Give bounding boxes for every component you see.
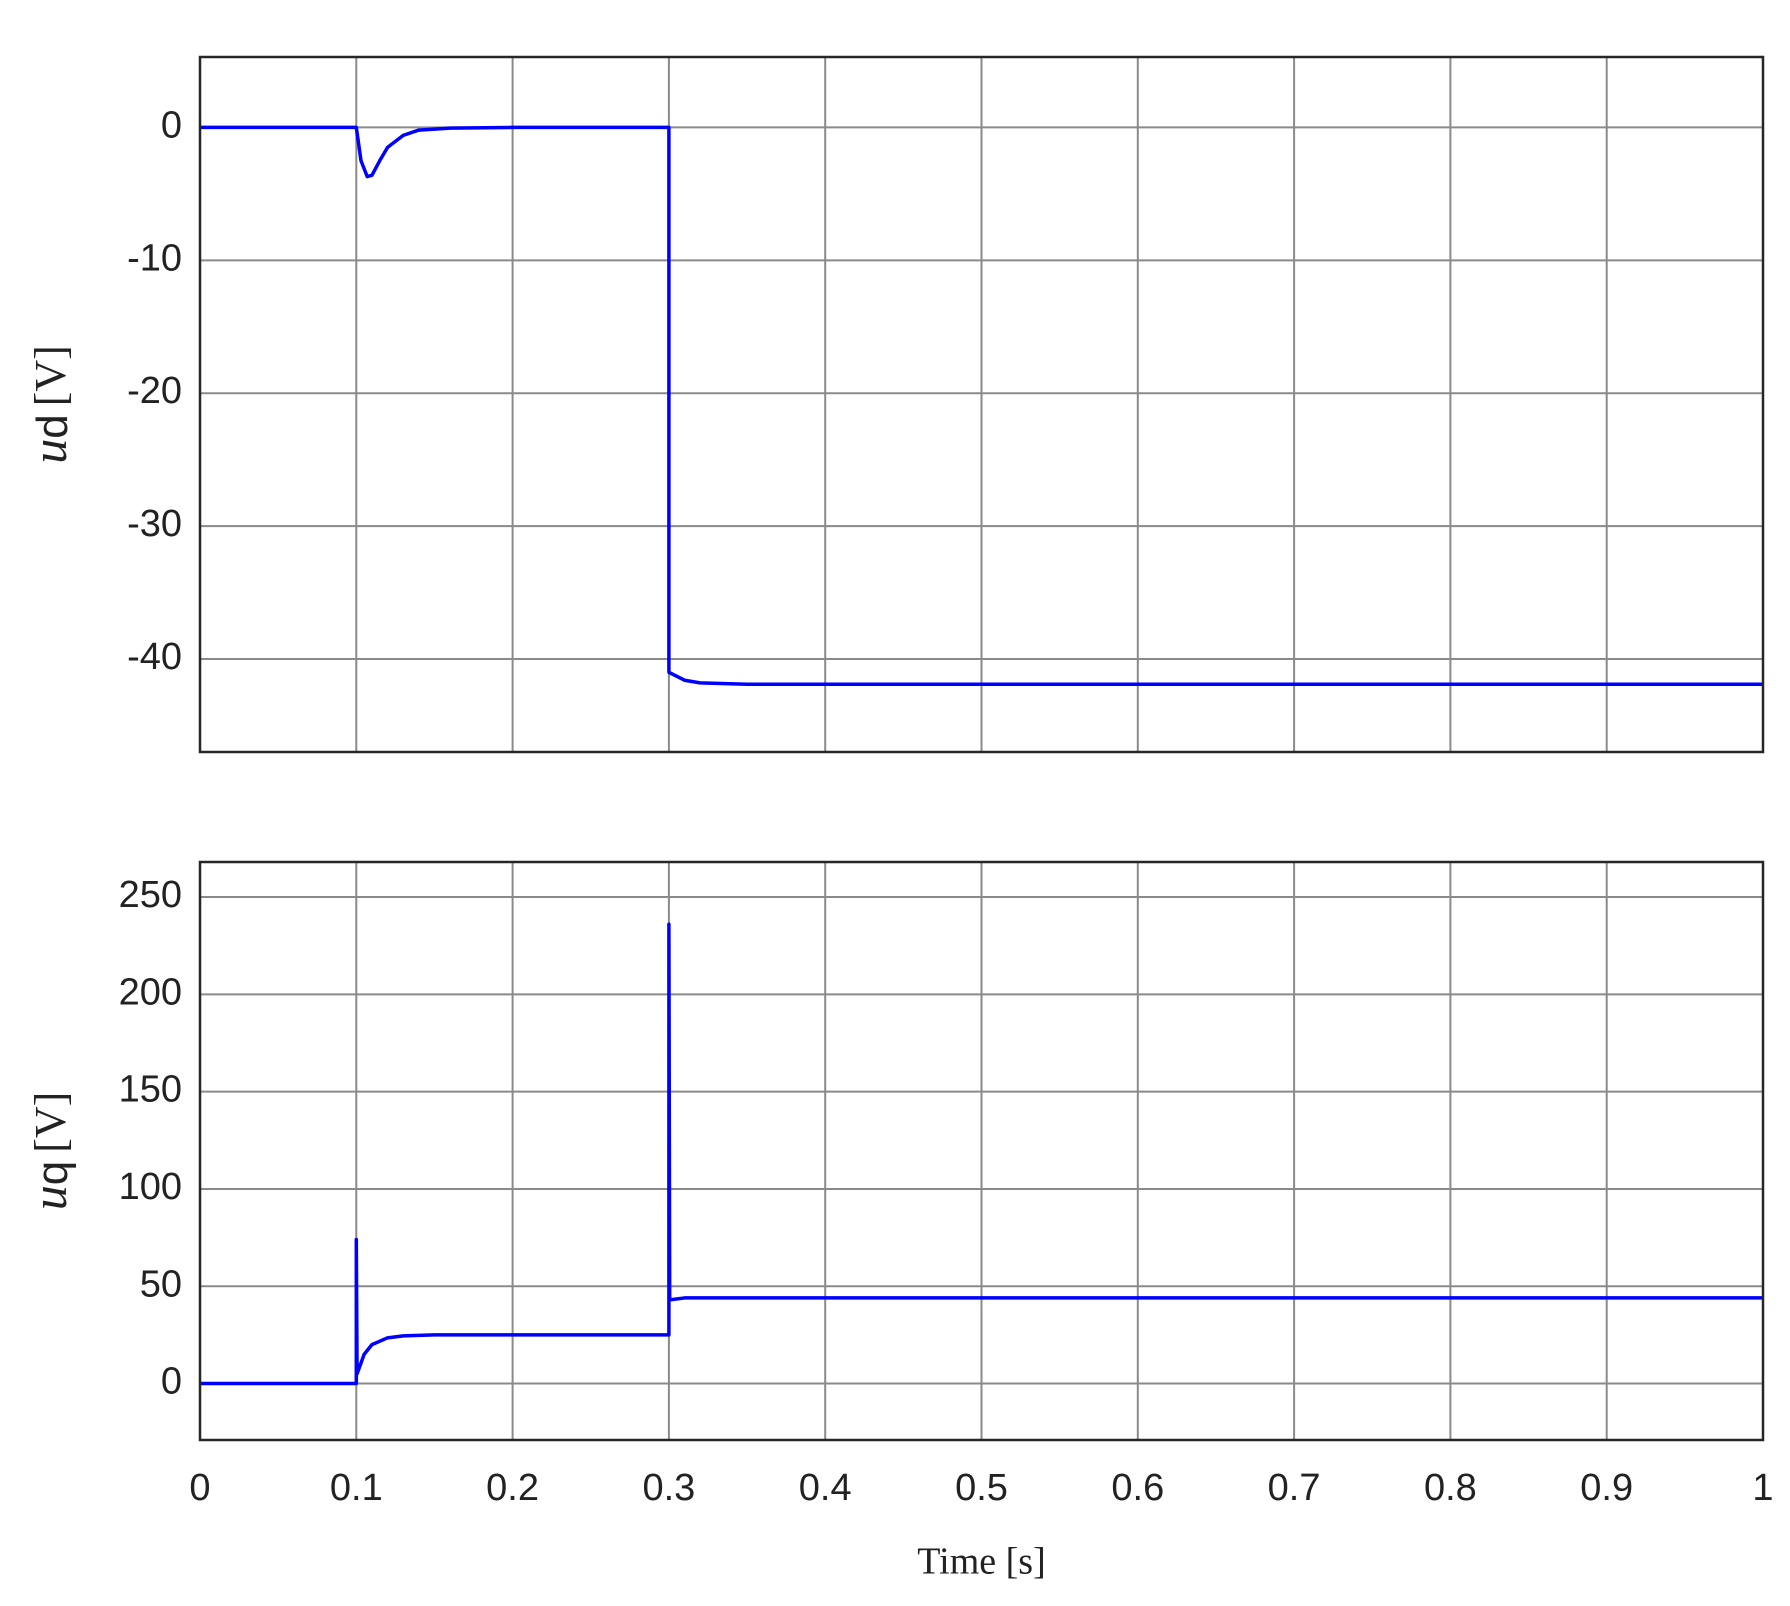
x-tick-label: 0.4 — [799, 1467, 852, 1509]
y-label-unit: [V] — [26, 345, 75, 406]
plot-frame — [198, 55, 1765, 754]
y-tick-label: 150 — [119, 1069, 182, 1111]
x-tick-label: 0.3 — [642, 1467, 695, 1509]
y-tick-label: 0 — [161, 1361, 182, 1403]
y-tick-label: 0 — [161, 104, 182, 146]
x-tick-label: 0 — [189, 1467, 210, 1509]
y-axis-label: ud [V] — [21, 345, 77, 464]
y-tick-label: 250 — [119, 874, 182, 916]
x-tick-label: 0.9 — [1580, 1467, 1633, 1509]
y-tick-label: -30 — [127, 503, 182, 545]
x-axis-label: Time [s] — [917, 1541, 1045, 1583]
x-tick-label: 0.1 — [330, 1467, 383, 1509]
y-label-subscript: q — [28, 1161, 77, 1185]
x-tick-label: 0.7 — [1268, 1467, 1321, 1509]
y-tick-label: -40 — [127, 636, 182, 678]
x-tick-label: 0.6 — [1111, 1467, 1164, 1509]
x-tick-label: 0.8 — [1424, 1467, 1477, 1509]
y-label-subscript: d — [28, 414, 77, 438]
y-tick-label: -10 — [127, 237, 182, 279]
x-tick-label: 1 — [1752, 1467, 1773, 1509]
plot-frame — [198, 860, 1765, 1442]
y-tick-label: -20 — [127, 370, 182, 412]
x-tick-label: 0.2 — [486, 1467, 539, 1509]
y-tick-label: 200 — [119, 971, 182, 1013]
y-label-symbol: u — [21, 1185, 77, 1210]
x-tick-label: 0.5 — [955, 1467, 1008, 1509]
y-label-unit: [V] — [26, 1092, 75, 1153]
y-tick-label: 50 — [140, 1263, 182, 1305]
data-line — [200, 125, 1763, 686]
data-line — [200, 922, 1763, 1386]
y-axis-label: uq [V] — [21, 1092, 77, 1211]
y-tick-label: 100 — [119, 1166, 182, 1208]
y-label-symbol: u — [21, 439, 77, 464]
